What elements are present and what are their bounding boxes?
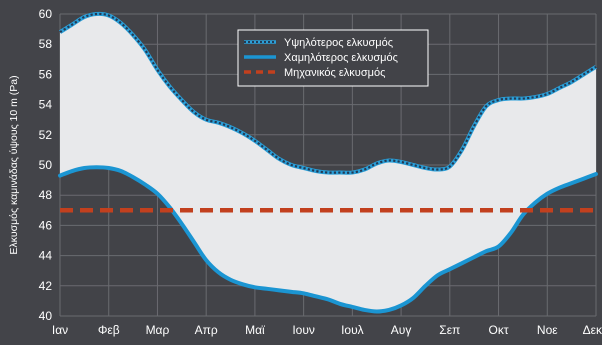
x-tick-label: Οκτ	[489, 323, 509, 337]
legend-label: Μηχανικός ελκυσμός	[284, 67, 385, 79]
x-tick-label: Δεκ	[583, 323, 602, 337]
y-tick-label: 58	[39, 37, 53, 51]
y-axis-ticks: 40 42 44 46 48 50 52 54 56 58 60	[39, 7, 53, 323]
y-tick-label: 48	[39, 188, 53, 202]
y-tick-label: 40	[39, 309, 53, 323]
series-lines	[58, 11, 598, 314]
series-line-upper-draft-dots	[59, 12, 597, 174]
y-tick-label: 44	[39, 249, 53, 263]
x-tick-label: Ιουλ	[341, 323, 364, 337]
series-line-lower-draft	[58, 165, 598, 314]
x-tick-label: Φεβ	[98, 323, 120, 337]
y-tick-label: 50	[39, 158, 53, 172]
y-axis-label: Ελκυσμός καμινάδας ύψους 10 m (Pa)	[8, 75, 20, 254]
x-tick-label: Απρ	[195, 323, 218, 337]
legend-label: Υψηλότερος ελκυσμός	[284, 37, 393, 49]
x-tick-label: Σεπ	[439, 323, 460, 337]
legend: Υψηλότερος ελκυσμός Χαμηλότερος ελκυσμός Μ…	[237, 29, 429, 87]
y-tick-label: 56	[39, 67, 53, 81]
x-tick-label: Μαρ	[146, 323, 170, 337]
y-tick-label: 60	[39, 7, 53, 21]
legend-label: Χαμηλότερος ελκυσμός	[284, 52, 398, 64]
x-tick-label: Μαϊ	[245, 323, 265, 337]
y-tick-label: 54	[39, 98, 53, 112]
x-tick-label: Ιουν	[292, 323, 315, 337]
x-tick-label: Νοε	[537, 323, 558, 337]
y-tick-label: 52	[39, 128, 53, 142]
range-band-fill	[60, 13, 596, 312]
x-tick-label: Ιαν	[52, 323, 68, 337]
x-tick-label: Αυγ	[391, 323, 412, 337]
x-axis-ticks: Ιαν Φεβ Μαρ Απρ Μαϊ Ιουν Ιουλ Αυγ Σεπ Οκτ Νοε Δεκ	[52, 323, 602, 337]
y-tick-label: 46	[39, 218, 53, 232]
y-tick-label: 42	[39, 279, 53, 293]
